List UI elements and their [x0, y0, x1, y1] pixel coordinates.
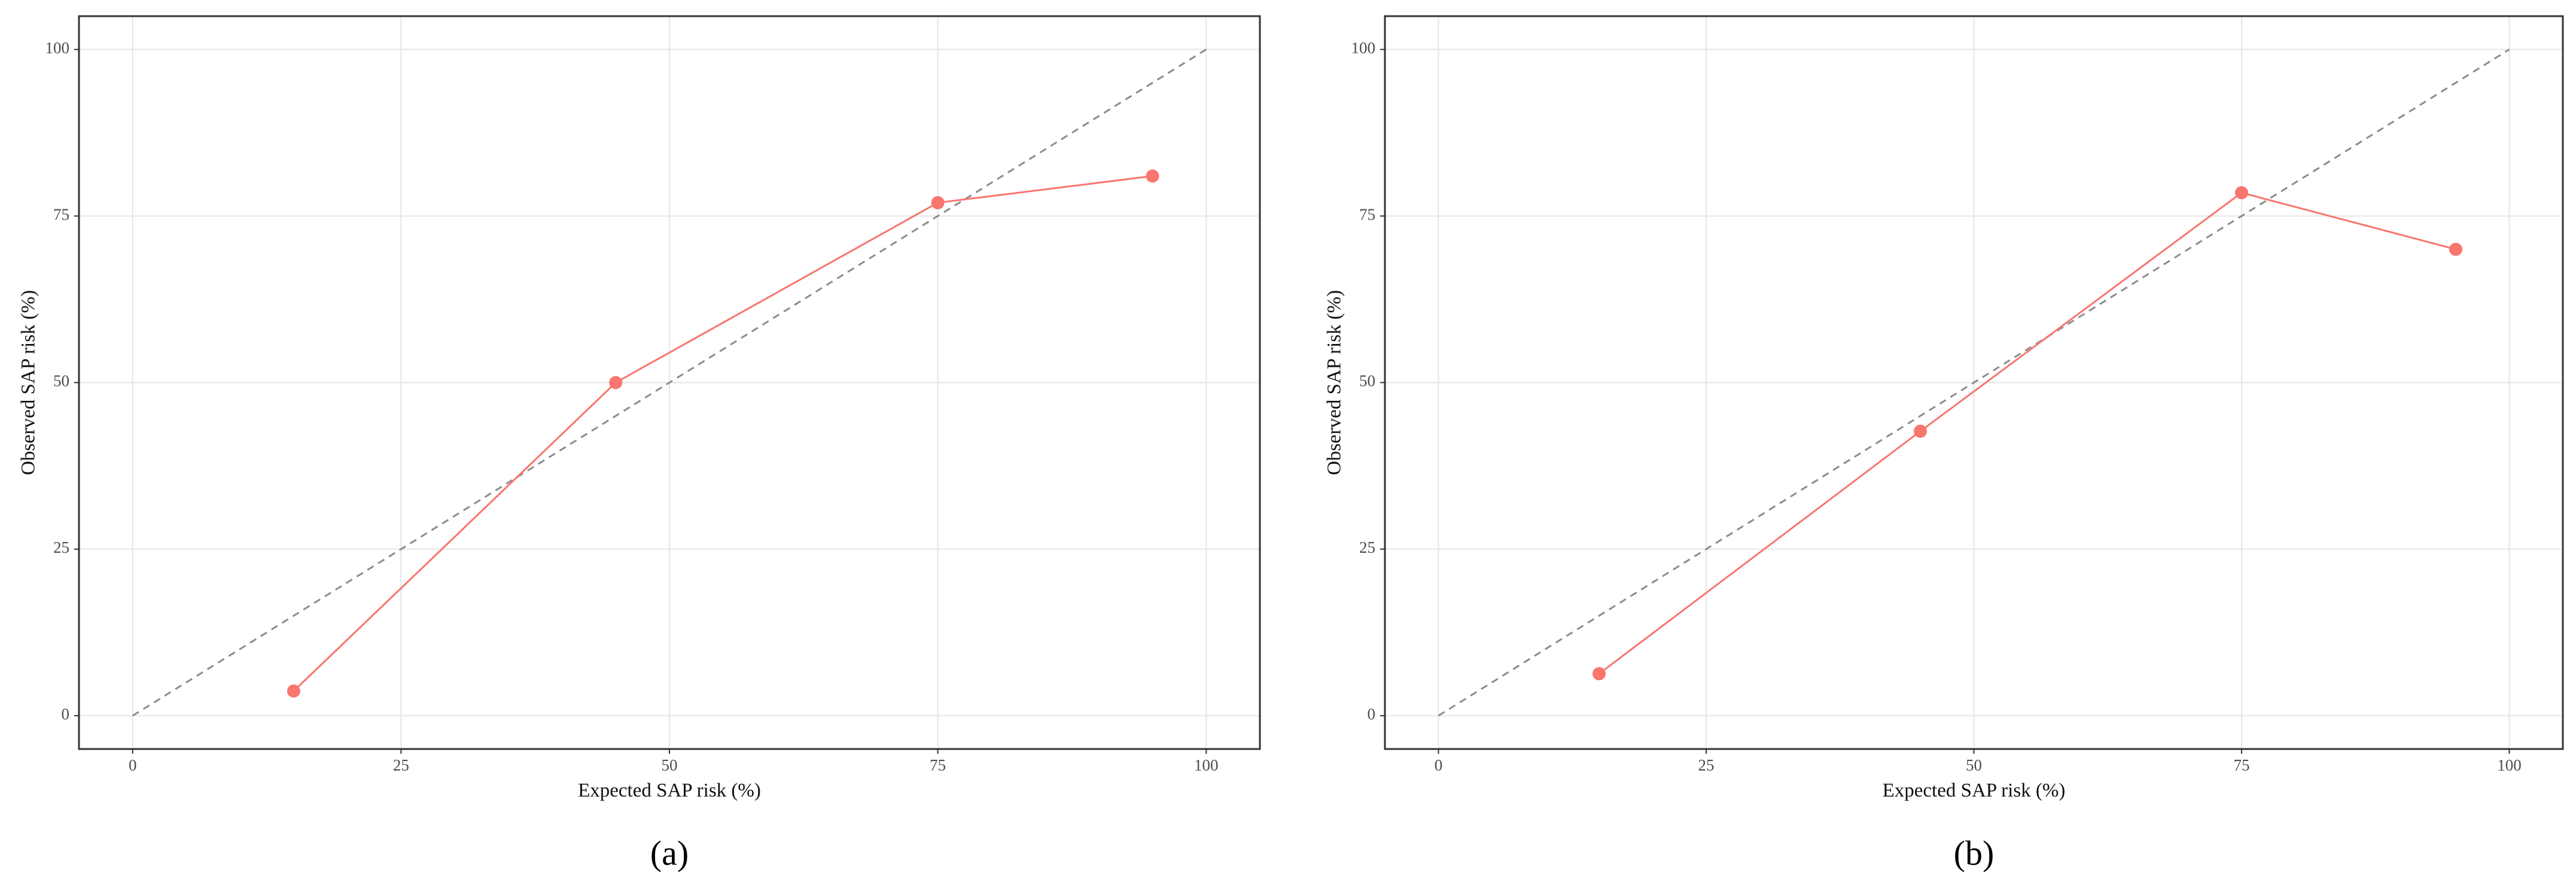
y-tick-label: 0 [1368, 705, 1376, 723]
data-point [1593, 667, 1606, 681]
x-axis-label: Expected SAP risk (%) [1883, 780, 2066, 802]
y-tick-label: 100 [45, 39, 70, 57]
data-point [287, 684, 300, 698]
plot-frame [78, 15, 1261, 750]
y-axis-label: Observed SAP risk (%) [18, 290, 39, 476]
y-tick-label: 25 [1359, 538, 1375, 556]
x-tick-label: 100 [1194, 756, 1219, 774]
chart-panel: 0 25 50 75 100 0 25 50 75 100 Expected SAP risk (%… [18, 15, 1261, 872]
x-tick-label: 25 [1698, 756, 1715, 774]
data-point [1146, 169, 1159, 183]
y-tick-label: 50 [53, 372, 69, 390]
x-tick-label: 25 [393, 756, 409, 774]
reference-line [1438, 48, 2510, 717]
chart-panel: 0 25 50 75 100 0 25 50 75 100 Expected SAP risk (%… [1324, 15, 2564, 872]
panel-caption: (a) [650, 833, 689, 872]
series-line [1598, 191, 2456, 675]
x-tick-label: 0 [129, 756, 137, 774]
x-tick-label: 100 [2497, 756, 2522, 774]
data-point [1914, 424, 1927, 438]
reference-line [132, 48, 1207, 717]
x-tick-label: 50 [662, 756, 678, 774]
data-point [931, 196, 945, 209]
y-tick-label: 75 [1359, 205, 1375, 223]
x-tick-label: 75 [2234, 756, 2250, 774]
y-axis-label: Observed SAP risk (%) [1324, 290, 1345, 476]
panel-caption: (b) [1954, 833, 1995, 872]
y-tick-label: 25 [53, 538, 69, 556]
y-tick-label: 0 [62, 705, 70, 723]
plot-frame [1384, 15, 2564, 750]
x-axis-label: Expected SAP risk (%) [578, 780, 761, 802]
data-point [2235, 186, 2248, 200]
y-tick-label: 75 [53, 205, 69, 223]
x-tick-label: 75 [930, 756, 946, 774]
series-line [293, 175, 1153, 692]
data-point [609, 376, 623, 389]
data-point [2449, 242, 2462, 256]
x-tick-label: 0 [1435, 756, 1443, 774]
x-tick-label: 50 [1966, 756, 1982, 774]
y-tick-label: 100 [1351, 39, 1376, 57]
y-tick-label: 50 [1359, 372, 1375, 390]
